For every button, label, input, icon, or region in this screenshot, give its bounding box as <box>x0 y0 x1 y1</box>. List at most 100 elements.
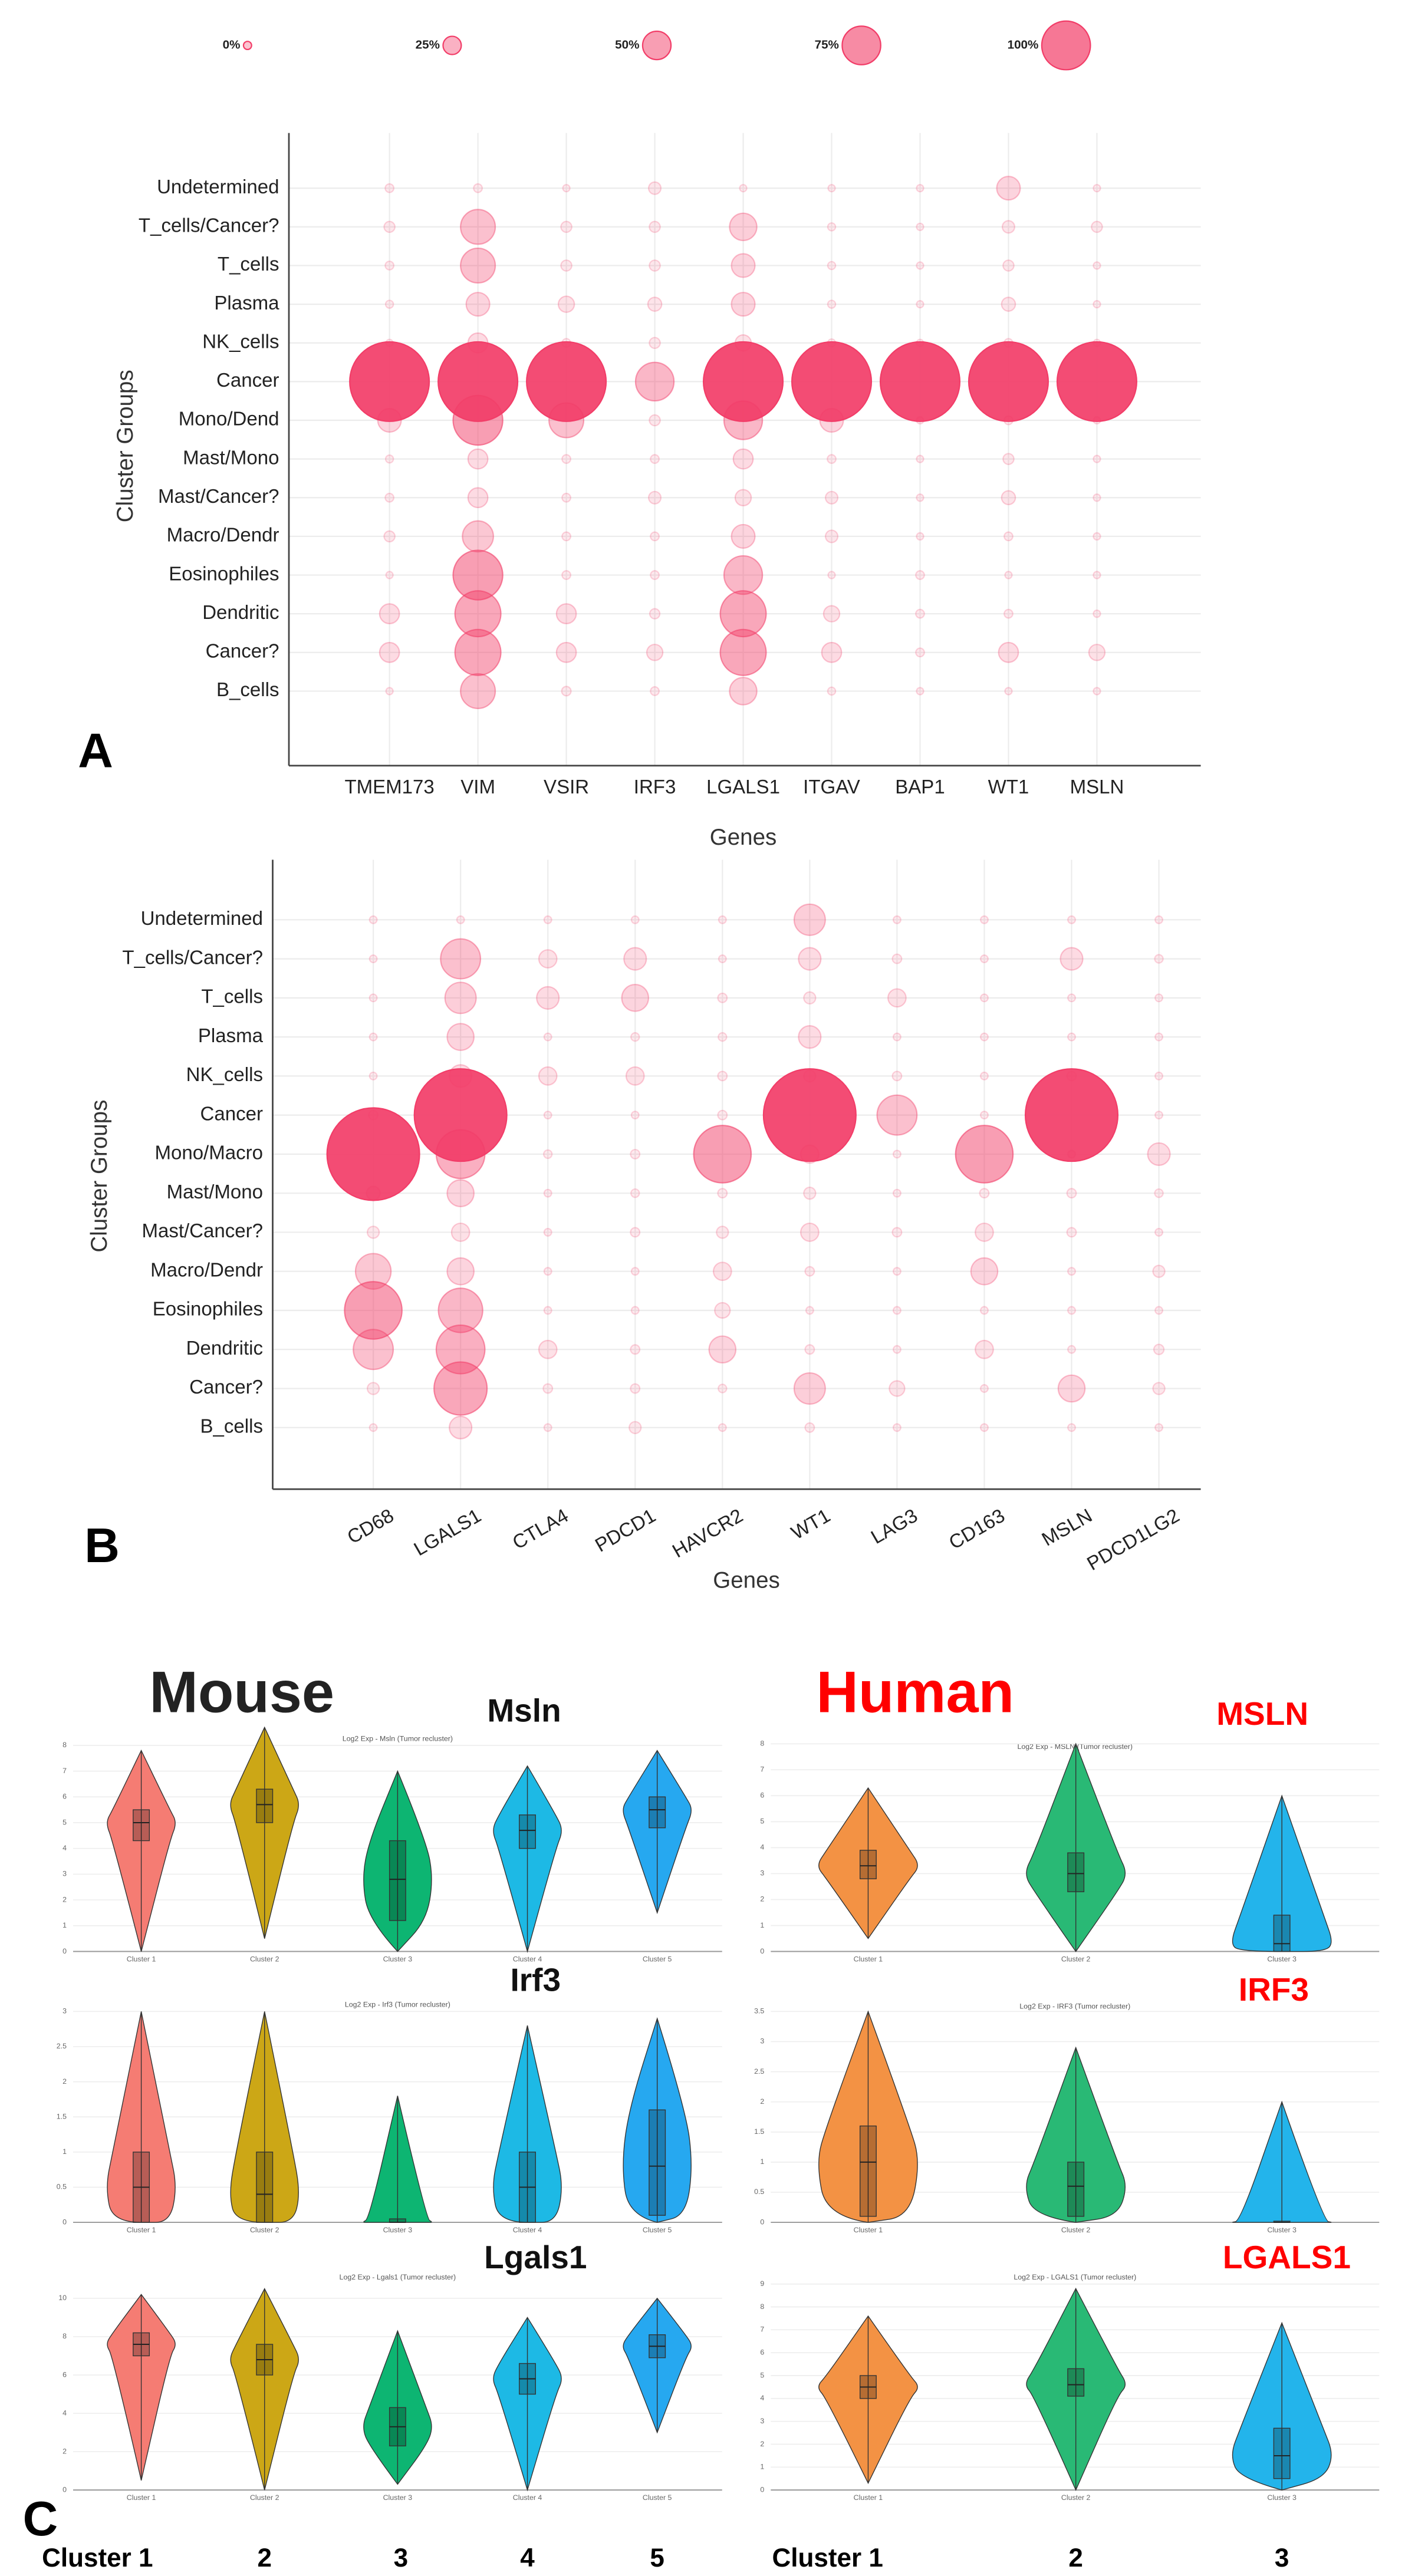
dot <box>385 687 394 696</box>
dot <box>1154 1188 1164 1198</box>
dot <box>1154 993 1164 1003</box>
y-tick-label: 1 <box>760 1921 764 1929</box>
x-tick-label: CD68 <box>343 1504 397 1548</box>
dot <box>1002 453 1015 465</box>
dot <box>1067 915 1076 924</box>
dot <box>762 1068 857 1162</box>
violin-subtitle: Log2 Exp - Msln (Tumor recluster) <box>343 1734 453 1742</box>
y-tick-label: Mast/Mono <box>167 1181 263 1203</box>
dot <box>1154 1227 1164 1237</box>
y-tick-label: NK_cells <box>202 330 279 352</box>
dot <box>561 531 571 542</box>
dot <box>460 209 496 245</box>
dot <box>718 1032 728 1042</box>
dot <box>916 532 924 541</box>
x-tick-label: Cluster 3 <box>383 2493 413 2502</box>
dot <box>561 570 571 580</box>
dot <box>536 986 560 1010</box>
dot <box>729 677 758 706</box>
dot <box>824 529 839 543</box>
dot <box>712 1261 732 1282</box>
dot <box>1067 1267 1076 1276</box>
dot <box>975 1339 994 1359</box>
dot <box>719 590 767 638</box>
y-tick-label: 2 <box>62 2077 67 2086</box>
dot <box>646 644 664 661</box>
dot <box>1066 1227 1077 1238</box>
dot <box>435 1324 486 1375</box>
legend-dot <box>841 25 881 65</box>
dot <box>452 394 504 446</box>
y-tick-label: 1.5 <box>57 2112 67 2120</box>
dot <box>1066 1188 1077 1199</box>
x-tick-label: IRF3 <box>634 776 676 798</box>
y-tick-label: 2 <box>62 2447 67 2455</box>
dot <box>1153 1343 1165 1355</box>
dot <box>444 981 477 1014</box>
x-tick-label: Cluster 5 <box>643 1955 672 1964</box>
dot <box>630 1383 641 1394</box>
bottom-label: 2 <box>257 2544 271 2572</box>
dot <box>326 1107 420 1201</box>
dot <box>450 1223 470 1242</box>
dot <box>892 1423 901 1432</box>
y-tick-label: 6 <box>760 1791 764 1800</box>
dot <box>542 1383 554 1394</box>
box <box>1273 1915 1291 1952</box>
x-tick-label: Cluster 2 <box>250 2493 279 2502</box>
dot <box>887 988 907 1008</box>
dot <box>717 1070 728 1082</box>
dot <box>979 1188 990 1199</box>
dot <box>467 487 489 509</box>
y-tick-label: Cancer? <box>206 640 279 662</box>
dot <box>630 1148 641 1159</box>
dot <box>465 292 491 317</box>
y-tick-label: 6 <box>62 1793 67 1801</box>
y-tick-label: 8 <box>760 1740 764 1748</box>
dot <box>379 603 400 625</box>
dot <box>437 1287 483 1333</box>
x-tick-label: Cluster 5 <box>643 2493 672 2502</box>
y-tick-label: 8 <box>760 2302 764 2311</box>
dot <box>731 523 756 549</box>
dot <box>916 184 924 193</box>
legend-label: 100% <box>1008 38 1039 52</box>
dot <box>793 1372 826 1405</box>
dot <box>915 647 925 658</box>
dot <box>543 915 552 924</box>
dot <box>804 1344 815 1355</box>
box <box>1067 1852 1085 1892</box>
dot <box>975 1223 994 1242</box>
box <box>1273 2427 1291 2479</box>
dot <box>980 954 989 964</box>
legend-dot <box>1041 20 1091 71</box>
y-tick-label: 2.5 <box>754 2067 764 2076</box>
dot <box>980 915 989 924</box>
dot <box>630 1344 641 1355</box>
x-tick-label: Cluster 4 <box>513 2226 542 2234</box>
y-tick-label: 1 <box>760 2157 764 2166</box>
dot <box>413 1068 508 1162</box>
dot <box>557 295 575 313</box>
y-tick-label: 2 <box>760 2440 764 2448</box>
dot <box>791 341 873 422</box>
y-tick-label: 1 <box>62 2147 67 2156</box>
y-tick-label: 3 <box>760 2037 764 2045</box>
x-tick-label: PDCD1 <box>591 1504 659 1556</box>
dot <box>1093 416 1101 425</box>
legend-dot <box>242 41 252 51</box>
x-tick-label: Cluster 3 <box>383 1955 413 1964</box>
y-tick-label: NK_cells <box>186 1063 263 1085</box>
dot <box>543 1188 552 1198</box>
dot <box>1067 1423 1076 1432</box>
y-tick-label: 0 <box>760 1947 764 1955</box>
box <box>389 1840 406 1921</box>
x-tick-label: MSLN <box>1038 1504 1095 1550</box>
dot <box>1093 184 1101 193</box>
y-tick-label: Macro/Dendr <box>150 1259 263 1280</box>
dot <box>1154 1423 1164 1432</box>
dot <box>368 1423 378 1432</box>
dot <box>368 1032 378 1042</box>
x-tick-label: LGALS1 <box>706 776 780 798</box>
dot <box>827 299 837 309</box>
